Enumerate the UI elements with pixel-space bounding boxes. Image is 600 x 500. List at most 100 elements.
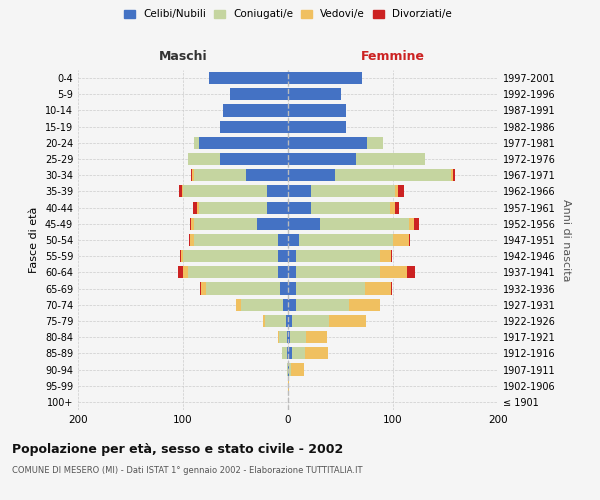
Bar [288,186,311,198]
Bar [288,298,296,311]
Bar [290,331,306,343]
Bar [181,250,183,262]
Bar [367,137,383,149]
Bar [287,331,288,343]
Bar [390,202,395,213]
Bar [395,186,398,198]
Bar [414,218,419,230]
Bar [453,169,455,181]
Bar [291,364,304,376]
Bar [197,202,199,213]
Bar [393,234,409,246]
Bar [349,298,380,311]
Bar [288,137,367,149]
Bar [288,250,296,262]
Bar [288,266,296,278]
Bar [263,315,265,327]
Bar [391,250,392,262]
Bar [288,120,346,132]
Bar [223,104,288,117]
Bar [246,169,288,181]
Bar [288,380,289,392]
Bar [220,120,288,132]
Bar [235,298,241,311]
Bar [288,153,356,165]
Bar [288,202,311,213]
Bar [193,169,246,181]
Bar [288,104,346,117]
Bar [193,202,197,213]
Bar [183,186,267,198]
Bar [199,137,288,149]
Y-axis label: Anni di nascita: Anni di nascita [561,198,571,281]
Bar [391,282,392,294]
Text: Maschi: Maschi [158,50,208,62]
Bar [183,250,277,262]
Text: Femmine: Femmine [361,50,425,62]
Bar [241,298,283,311]
Bar [380,266,407,278]
Bar [278,331,287,343]
Bar [178,266,183,278]
Bar [287,348,288,360]
Bar [329,315,366,327]
Bar [200,282,201,294]
Bar [380,250,391,262]
Bar [191,169,193,181]
Bar [296,266,380,278]
Bar [335,169,451,181]
Bar [209,72,288,84]
Bar [288,218,320,230]
Bar [292,348,305,360]
Bar [267,202,288,213]
Bar [283,298,288,311]
Bar [288,348,292,360]
Bar [288,282,296,294]
Bar [409,218,414,230]
Bar [182,186,183,198]
Bar [277,331,278,343]
Bar [451,169,453,181]
Bar [296,250,380,262]
Bar [311,202,390,213]
Bar [188,266,277,278]
Text: COMUNE DI MESERO (MI) - Dati ISTAT 1° gennaio 2002 - Elaborazione TUTTITALIA.IT: COMUNE DI MESERO (MI) - Dati ISTAT 1° ge… [12,466,362,475]
Bar [191,218,193,230]
Bar [365,282,391,294]
Bar [193,218,257,230]
Bar [277,234,288,246]
Bar [296,282,365,294]
Bar [257,218,288,230]
Bar [288,88,341,101]
Bar [306,331,327,343]
Bar [199,202,267,213]
Text: Popolazione per età, sesso e stato civile - 2002: Popolazione per età, sesso e stato civil… [12,442,343,456]
Bar [398,186,404,198]
Bar [265,315,286,327]
Bar [282,348,287,360]
Bar [277,266,288,278]
Bar [189,234,190,246]
Bar [280,282,288,294]
Bar [267,186,288,198]
Bar [288,364,289,376]
Bar [201,282,206,294]
Bar [286,315,288,327]
Bar [193,137,199,149]
Bar [356,153,425,165]
Bar [287,364,288,376]
Bar [320,218,409,230]
Bar [407,266,415,278]
Bar [409,234,410,246]
Bar [288,234,299,246]
Bar [188,153,220,165]
Bar [305,348,328,360]
Bar [190,234,193,246]
Bar [288,72,361,84]
Bar [277,250,288,262]
Bar [206,282,280,294]
Bar [183,266,188,278]
Bar [299,234,393,246]
Y-axis label: Fasce di età: Fasce di età [29,207,39,273]
Bar [288,169,335,181]
